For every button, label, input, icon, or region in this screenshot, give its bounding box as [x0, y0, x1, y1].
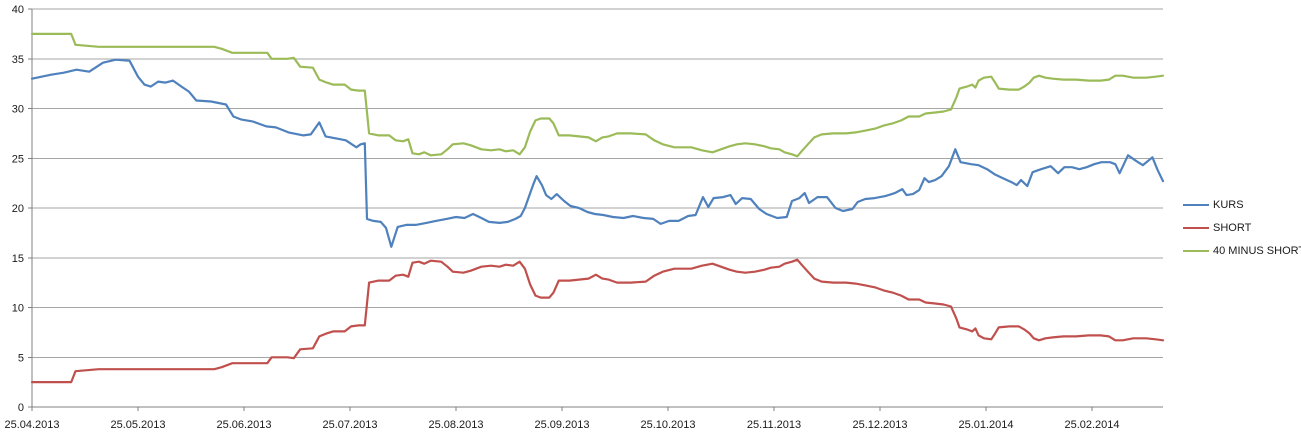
x-tick-label-9: 25.01.2014 [958, 419, 1013, 431]
kurs-line-swatch-icon [1183, 204, 1209, 206]
x-tick-label-2: 25.06.2013 [216, 419, 271, 431]
y-tick-label-10: 10 [12, 303, 24, 315]
40-minus-short-line-swatch-icon [1183, 250, 1209, 252]
y-tick-label-5: 5 [18, 352, 24, 364]
x-tick-label-5: 25.09.2013 [534, 419, 589, 431]
x-tick-label-10: 25.02.2014 [1064, 419, 1119, 431]
series-line-short [30, 258, 1165, 384]
legend-item-40-minus-short: 40 MINUS SHORT [1183, 244, 1301, 258]
series-line-kurs [30, 58, 1165, 248]
series-line-40-minus-short [30, 32, 1165, 158]
y-tick-label-20: 20 [12, 203, 24, 215]
chart-legend: KURS SHORT 40 MINUS SHORT [1183, 198, 1301, 258]
y-tick-label-15: 15 [12, 253, 24, 265]
legend-label-short: SHORT [1213, 222, 1252, 234]
y-tick-label-40: 40 [12, 4, 24, 16]
x-tick-label-4: 25.08.2013 [428, 419, 483, 431]
legend-label-kurs: KURS [1213, 199, 1244, 211]
legend-item-kurs: KURS [1183, 198, 1301, 212]
y-tick-label-35: 35 [12, 54, 24, 66]
short-line-swatch-icon [1183, 227, 1209, 229]
x-tick-label-0: 25.04.2013 [4, 419, 59, 431]
y-tick-label-0: 0 [18, 402, 24, 414]
x-tick-label-1: 25.05.2013 [110, 419, 165, 431]
y-tick-label-30: 30 [12, 104, 24, 116]
x-tick-label-8: 25.12.2013 [852, 419, 907, 431]
y-tick-label-25: 25 [12, 153, 24, 165]
x-tick-label-7: 25.11.2013 [747, 419, 801, 431]
legend-label-40-minus-short: 40 MINUS SHORT [1213, 245, 1301, 257]
legend-item-short: SHORT [1183, 221, 1301, 235]
x-tick-label-6: 25.10.2013 [640, 419, 695, 431]
x-tick-label-3: 25.07.2013 [322, 419, 377, 431]
